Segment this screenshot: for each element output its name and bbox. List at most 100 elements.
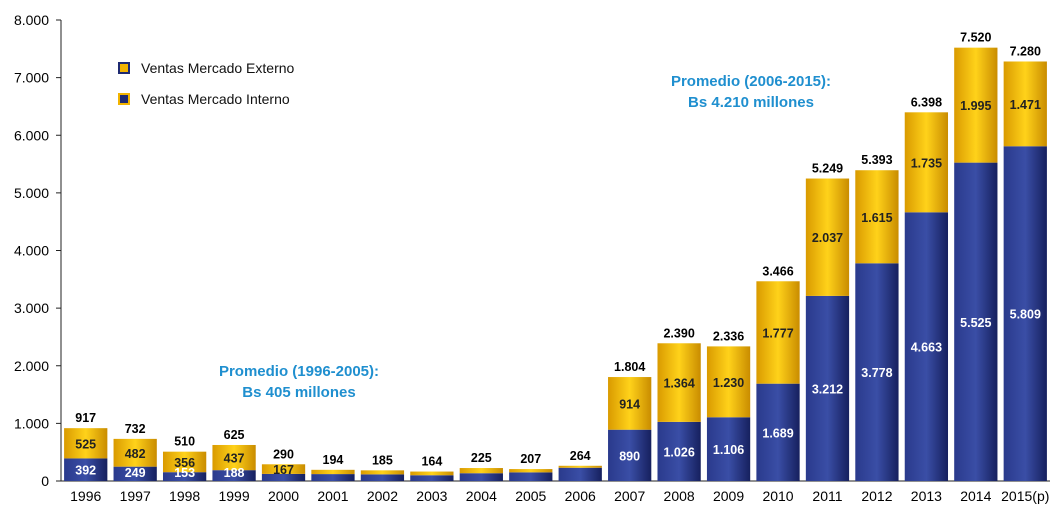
y-tick-label: 4.000 xyxy=(14,243,49,259)
legend-label-interno: Ventas Mercado Interno xyxy=(141,91,290,107)
x-tick-label: 2006 xyxy=(565,488,596,504)
x-tick-label: 2007 xyxy=(614,488,645,504)
bar-interno xyxy=(706,417,751,481)
x-tick-label: 2002 xyxy=(367,488,398,504)
y-tick-label: 7.000 xyxy=(14,70,49,86)
data-label-total: 6.398 xyxy=(911,95,942,109)
bar-group: 4.663 1.735 6.398 xyxy=(904,95,949,482)
bar-interno xyxy=(360,474,405,481)
data-label-total: 7.280 xyxy=(1010,44,1041,58)
data-label-total: 5.393 xyxy=(861,153,892,167)
bar-interno xyxy=(954,162,998,481)
axes xyxy=(60,20,1050,482)
data-label-total: 510 xyxy=(174,435,195,449)
data-label-total: 5.249 xyxy=(812,162,843,176)
legend: Ventas Mercado Externo Ventas Mercado In… xyxy=(118,60,295,107)
x-tick-label: 1999 xyxy=(218,488,249,504)
y-tick-label: 5.000 xyxy=(14,185,49,201)
data-label-interno: 3.778 xyxy=(861,366,892,380)
bar-interno xyxy=(64,458,108,481)
data-label-total: 3.466 xyxy=(762,264,793,278)
annotation-1996-2005-line2: Bs 405 millones xyxy=(242,384,355,401)
data-label-total: 1.804 xyxy=(614,360,645,374)
data-label-total: 207 xyxy=(520,452,541,466)
bar-interno xyxy=(261,473,306,481)
bar-externo xyxy=(706,346,751,418)
data-label-interno: 5.525 xyxy=(960,316,991,330)
legend-item-externo: Ventas Mercado Externo xyxy=(118,60,295,76)
x-tick-label: 2013 xyxy=(911,488,942,504)
data-label-interno: 4.663 xyxy=(911,341,942,355)
bar-interno xyxy=(113,466,157,481)
x-tick-label: 1998 xyxy=(169,488,200,504)
data-label-total: 732 xyxy=(125,422,146,436)
bar-interno xyxy=(509,472,553,481)
bar-externo xyxy=(558,465,602,468)
bar-interno xyxy=(657,421,701,481)
data-label-total: 2.336 xyxy=(713,329,744,343)
legend-item-interno: Ventas Mercado Interno xyxy=(118,91,290,107)
bar-group: 5.525 1.995 7.520 xyxy=(954,31,998,481)
bar-interno xyxy=(410,475,454,481)
data-label-interno: 890 xyxy=(619,449,640,463)
bar-externo xyxy=(509,469,553,473)
bar-group: 207 xyxy=(509,452,553,481)
data-label-externo: 1.615 xyxy=(861,211,892,225)
bar-externo xyxy=(657,343,701,422)
bar-externo xyxy=(410,471,454,476)
bar-externo xyxy=(162,451,207,473)
bar-externo xyxy=(904,112,949,213)
bar-group: 264 xyxy=(558,449,602,481)
x-tick-label: 2010 xyxy=(762,488,793,504)
bar-group: 3.778 1.615 5.393 xyxy=(855,153,899,481)
annotation-1996-2005-line1: Promedio (1996-2005): xyxy=(219,363,379,380)
annotation-1996-2005: Promedio (1996-2005): Bs 405 millones xyxy=(219,363,379,401)
bar-interno xyxy=(855,263,899,481)
data-label-total: 2.390 xyxy=(663,326,694,340)
y-tick-label: 0 xyxy=(41,473,49,489)
data-label-interno: 153 xyxy=(174,466,195,480)
data-label-total: 264 xyxy=(570,449,591,463)
bar-externo xyxy=(113,438,157,467)
bar-interno xyxy=(904,212,949,482)
data-label-interno: 1.026 xyxy=(663,445,694,459)
y-tick-label: 1.000 xyxy=(14,415,49,431)
bar-group: 1.106 1.230 2.336 xyxy=(706,329,751,481)
bar-group: 225 xyxy=(459,451,503,481)
data-label-interno: 249 xyxy=(125,466,146,480)
x-tick-label: 2004 xyxy=(466,488,497,504)
data-label-interno: 392 xyxy=(75,464,96,478)
bar-interno xyxy=(1003,146,1047,481)
data-label-externo: 482 xyxy=(125,447,146,461)
bar-group: 392 525 917 xyxy=(64,411,108,481)
data-label-total: 225 xyxy=(471,451,492,465)
bar-group: 249 482 732 xyxy=(113,422,157,481)
y-tick-label: 3.000 xyxy=(14,300,49,316)
legend-label-externo: Ventas Mercado Externo xyxy=(141,60,295,76)
data-label-externo: 1.230 xyxy=(713,376,744,390)
annotation-2006-2015-line1: Promedio (2006-2015): xyxy=(671,73,831,90)
data-label-total: 185 xyxy=(372,453,393,467)
x-tick-label: 1996 xyxy=(70,488,101,504)
bar-group: 1.689 1.777 3.466 xyxy=(756,264,800,481)
x-tick-label: 2012 xyxy=(861,488,892,504)
x-tick-label: 2009 xyxy=(713,488,744,504)
x-tick-label: 2011 xyxy=(812,488,842,504)
bar-group: 1.026 1.364 2.390 xyxy=(657,326,701,481)
x-tick-label: 2001 xyxy=(317,488,348,504)
data-label-externo: 1.777 xyxy=(762,326,793,340)
data-label-externo: 1.364 xyxy=(663,377,694,391)
bar-interno xyxy=(162,472,207,481)
bar-group: 890 914 1.804 xyxy=(608,360,652,481)
data-label-interno: 5.809 xyxy=(1010,308,1041,322)
data-label-interno: 3.212 xyxy=(812,382,843,396)
data-label-externo: 356 xyxy=(174,456,195,470)
bar-group: 3.212 2.037 5.249 xyxy=(805,162,850,481)
data-label-total: 625 xyxy=(224,428,245,442)
bar-externo xyxy=(608,377,652,430)
bar-externo xyxy=(855,170,899,264)
data-label-total: 917 xyxy=(75,411,96,425)
bar-interno xyxy=(558,467,602,481)
bar-interno xyxy=(212,470,256,481)
